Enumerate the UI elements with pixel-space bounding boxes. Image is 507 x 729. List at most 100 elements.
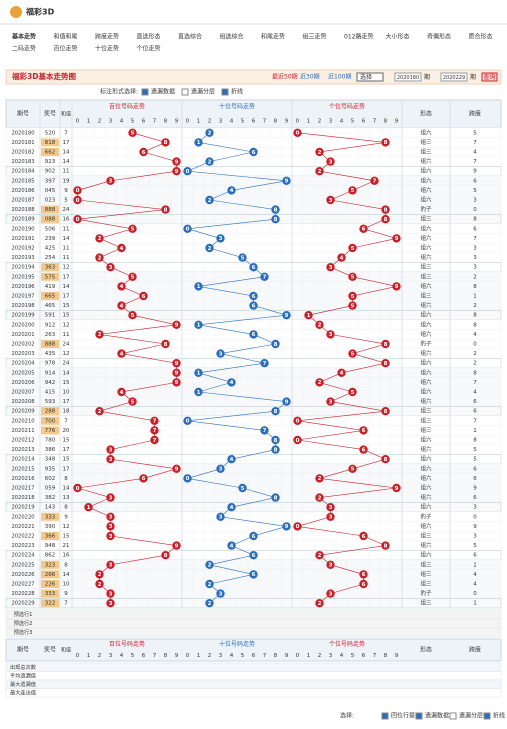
query-button-label[interactable]: 查询	[483, 73, 495, 81]
ball-digit: 6	[142, 294, 146, 300]
draw-ball	[194, 282, 203, 291]
sum: 19	[63, 178, 70, 184]
range-link[interactable]: 近30期	[300, 73, 320, 81]
digit-label: 2	[318, 653, 322, 659]
nav-link[interactable]: 和值和尾	[54, 33, 78, 41]
nav-link[interactable]: 质合形态	[469, 33, 493, 41]
select-box[interactable]	[356, 72, 384, 82]
ball-digit: 1	[307, 313, 311, 319]
range-link[interactable]: 最近50期	[272, 73, 298, 81]
span: 5	[473, 543, 477, 549]
draw-ball	[315, 599, 324, 608]
checkbox[interactable]	[381, 712, 389, 720]
draw-ball	[227, 455, 236, 464]
nav-link[interactable]: 个位走势	[137, 45, 161, 53]
range-link[interactable]: 近100期	[328, 73, 351, 81]
query-end: 期	[470, 73, 476, 81]
nav-link[interactable]: 直选综合	[178, 33, 202, 41]
sum: 9	[64, 188, 68, 194]
to-value[interactable]: 2020229	[443, 75, 465, 81]
ball-digit: 3	[109, 563, 113, 569]
sum: 17	[63, 447, 70, 453]
nav-link[interactable]: 奇偶形态	[427, 33, 451, 41]
draw-highlight	[41, 570, 59, 579]
from-input[interactable]	[394, 72, 422, 82]
checkbox[interactable]	[221, 88, 229, 96]
draw-ball	[326, 560, 335, 569]
draw-highlight	[41, 148, 59, 156]
select-text[interactable]: 选择	[360, 73, 372, 81]
ball-digit: 3	[109, 495, 113, 501]
nav-link[interactable]: 012路走势	[344, 33, 373, 41]
issue: 2020197	[11, 294, 34, 300]
preset-row[interactable]	[5, 618, 502, 629]
option[interactable]: 遗漏分层	[191, 88, 215, 96]
issue: 2020191	[11, 236, 34, 242]
draw-ball	[381, 215, 390, 224]
nav-link[interactable]: 基本走势	[11, 33, 36, 41]
span: 7	[473, 140, 477, 146]
form: 组六	[420, 484, 432, 492]
form: 豹子	[420, 512, 432, 520]
nav-link[interactable]: 二码走势	[12, 45, 36, 53]
preset-row[interactable]	[5, 609, 502, 620]
sum: 13	[63, 495, 70, 501]
draw-ball	[260, 359, 269, 368]
sum: 14	[63, 159, 70, 165]
span: 6	[473, 466, 477, 472]
preset-row[interactable]	[5, 627, 502, 638]
draw: 239	[45, 236, 56, 242]
query-button[interactable]	[481, 72, 498, 82]
ball-digit: 3	[329, 198, 333, 204]
issue: 2020196	[11, 284, 34, 290]
sum: 10	[63, 582, 70, 588]
option[interactable]: 遗漏数据	[425, 712, 449, 720]
checkbox[interactable]	[415, 712, 423, 720]
option[interactable]: 遗漏数据	[151, 88, 175, 96]
draw-ball	[249, 570, 258, 579]
from-value[interactable]: 2020180	[397, 75, 419, 81]
span: 8	[473, 438, 477, 444]
issue: 2020229	[11, 601, 34, 607]
draw-ball	[106, 176, 115, 185]
ball-digit: 0	[76, 198, 80, 204]
option[interactable]: 回位行提示	[391, 712, 421, 720]
draw-highlight	[41, 560, 59, 569]
checkbox[interactable]	[141, 88, 149, 96]
draw-ball	[271, 339, 280, 349]
draw-ball	[315, 551, 324, 560]
option[interactable]: 遗漏分层	[459, 712, 483, 720]
checkbox[interactable]	[449, 712, 457, 720]
span: 2	[473, 361, 477, 367]
checkbox[interactable]	[483, 712, 491, 720]
digit-label: 7	[263, 119, 267, 125]
to-input[interactable]	[440, 72, 468, 82]
nav-link[interactable]: 大小形态	[386, 33, 410, 41]
sum: 8	[64, 562, 68, 568]
nav-link[interactable]: 十位走势	[95, 45, 119, 53]
ball-digit: 3	[109, 601, 113, 607]
nav-link[interactable]: 跨度走势	[95, 33, 119, 41]
draw: 902	[45, 169, 56, 175]
nav-link[interactable]: 组三走势	[303, 33, 327, 41]
nav-link[interactable]: 百位走势	[54, 45, 78, 53]
nav-link[interactable]: 直选形态	[137, 33, 161, 41]
nav-link[interactable]: 和尾走势	[261, 33, 285, 41]
ball-digit: 6	[362, 582, 366, 588]
span: 3	[473, 534, 477, 540]
ball-digit: 6	[252, 303, 256, 309]
draw-ball	[392, 234, 401, 243]
option[interactable]: 折线	[493, 712, 505, 720]
draw-ball	[293, 435, 302, 445]
draw: 591	[45, 313, 56, 319]
draw-ball	[172, 320, 181, 329]
nav-link[interactable]: 组选综合	[220, 33, 244, 41]
checkbox[interactable]	[181, 88, 189, 96]
draw-highlight	[41, 263, 59, 272]
draw: 088	[45, 217, 56, 223]
form: 豹子	[420, 589, 432, 597]
issue: 2020213	[11, 447, 34, 453]
digit-label: 9	[285, 119, 289, 125]
option[interactable]: 折线	[231, 88, 243, 96]
span: 6	[473, 495, 477, 501]
